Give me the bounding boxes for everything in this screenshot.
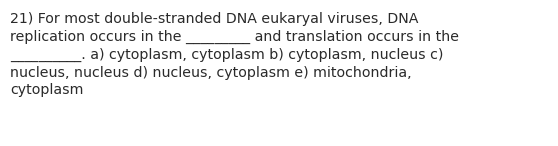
Text: 21) For most double-stranded DNA eukaryal viruses, DNA
replication occurs in the: 21) For most double-stranded DNA eukarya… — [10, 12, 459, 97]
